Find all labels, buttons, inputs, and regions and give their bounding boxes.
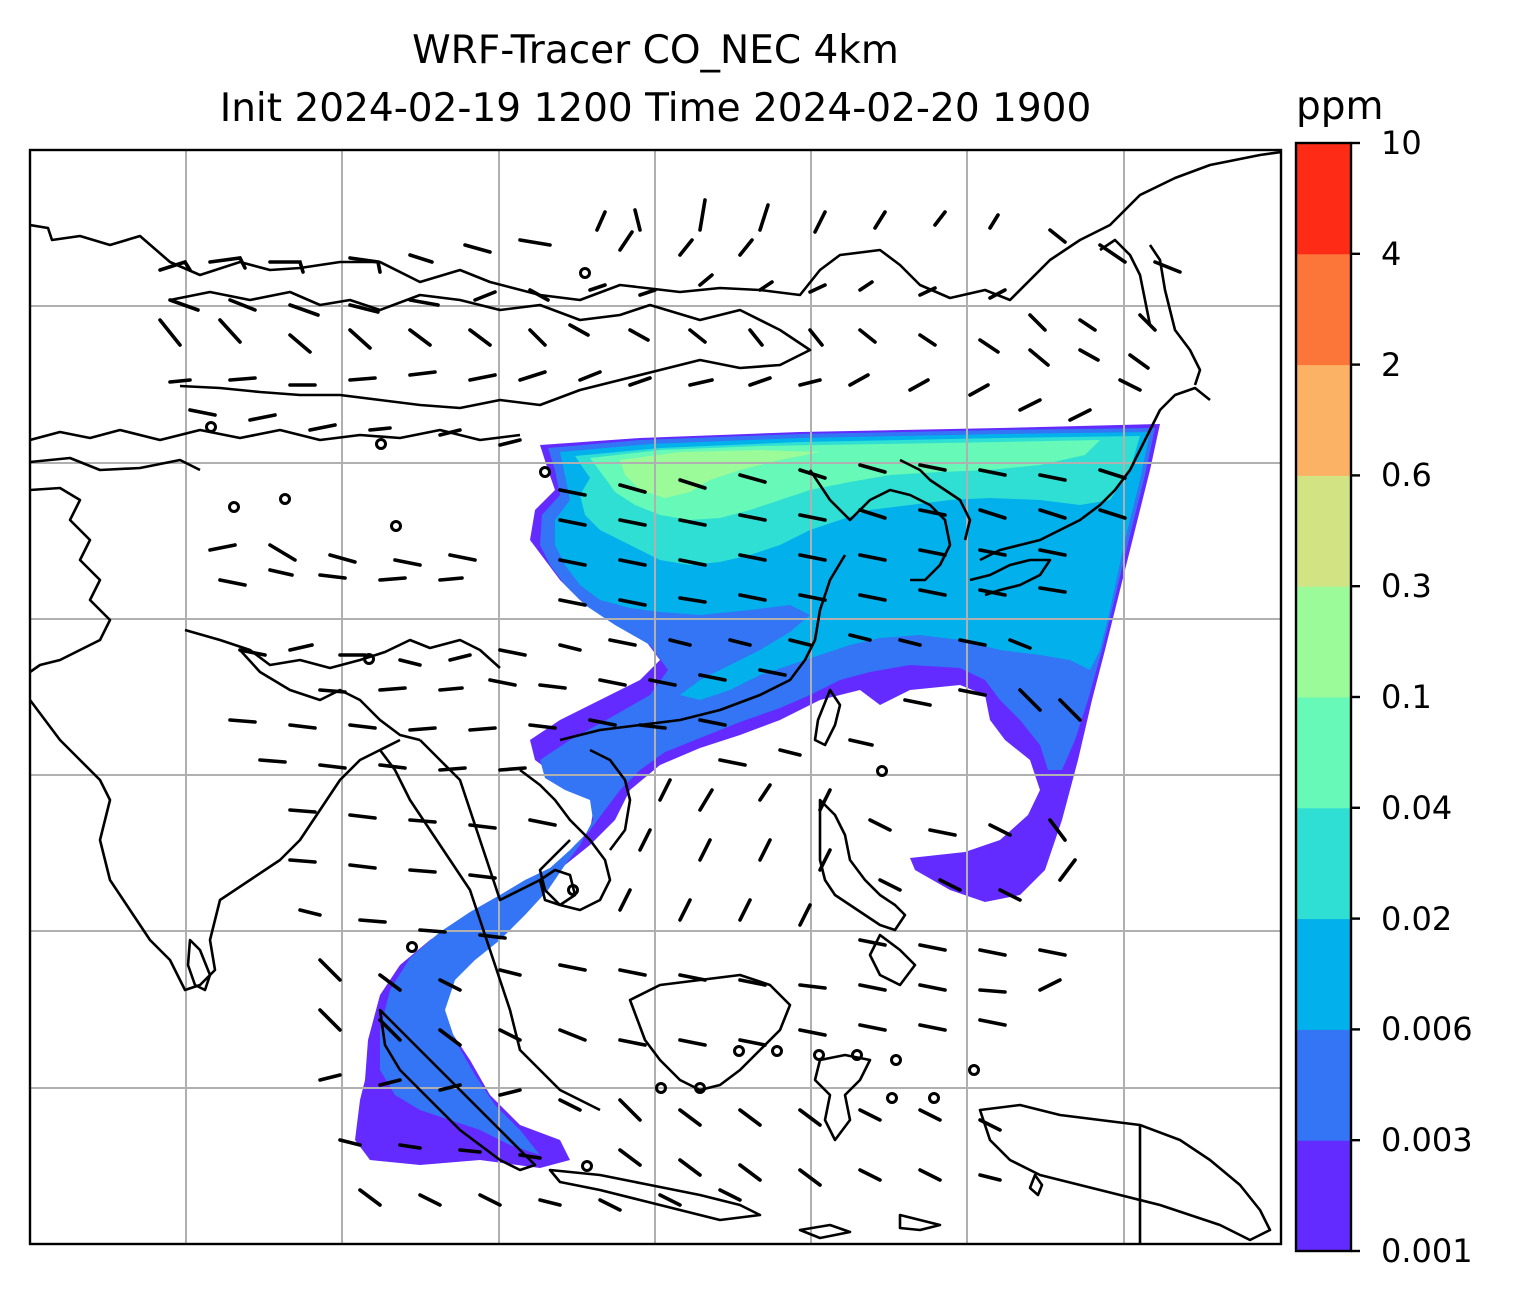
gridlines xyxy=(30,150,1281,1244)
colorbar-segment xyxy=(1296,697,1351,809)
colorbar-segment xyxy=(1296,143,1351,255)
colorbar-tick-label: 0.006 xyxy=(1381,1010,1473,1049)
colorbar-segment xyxy=(1296,253,1351,366)
colorbar-unit-label: ppm xyxy=(1296,84,1384,129)
colorbar-segment xyxy=(1296,1140,1351,1252)
calm-markers xyxy=(205,267,980,1172)
colorbar-segment xyxy=(1296,918,1351,1030)
map-title: WRF-Tracer CO_NEC 4km xyxy=(412,28,899,73)
colorbar-tick-label: 0.04 xyxy=(1381,788,1453,827)
colorbar-tick-label: 10 xyxy=(1381,124,1422,162)
colorbar-tick-label: 0.003 xyxy=(1381,1121,1473,1160)
colorbar-tick-label: 2 xyxy=(1381,345,1402,384)
colorbar-segment xyxy=(1296,807,1351,920)
colorbar-tick-label: 0.6 xyxy=(1381,456,1432,495)
colorbar xyxy=(1294,141,1360,1253)
colorbar-tick-label: 0.3 xyxy=(1381,567,1432,606)
colorbar-segment xyxy=(1296,586,1351,698)
colorbar-tick-label: 4 xyxy=(1381,234,1402,273)
wind-barbs xyxy=(158,198,1182,1212)
map-frame xyxy=(28,148,1283,1246)
tracer-plume xyxy=(355,424,1160,1168)
colorbar-segment xyxy=(1296,1029,1351,1141)
colorbar-tick-label: 0.1 xyxy=(1381,678,1432,716)
colorbar-segment xyxy=(1296,364,1351,476)
colorbar-tick-label: 0.02 xyxy=(1381,899,1453,938)
map-subtitle: Init 2024-02-19 1200 Time 2024-02-20 190… xyxy=(219,86,1092,131)
coastlines xyxy=(30,150,1281,1244)
colorbar-segment xyxy=(1296,475,1351,587)
colorbar-tick-label: 0.001 xyxy=(1381,1232,1473,1270)
